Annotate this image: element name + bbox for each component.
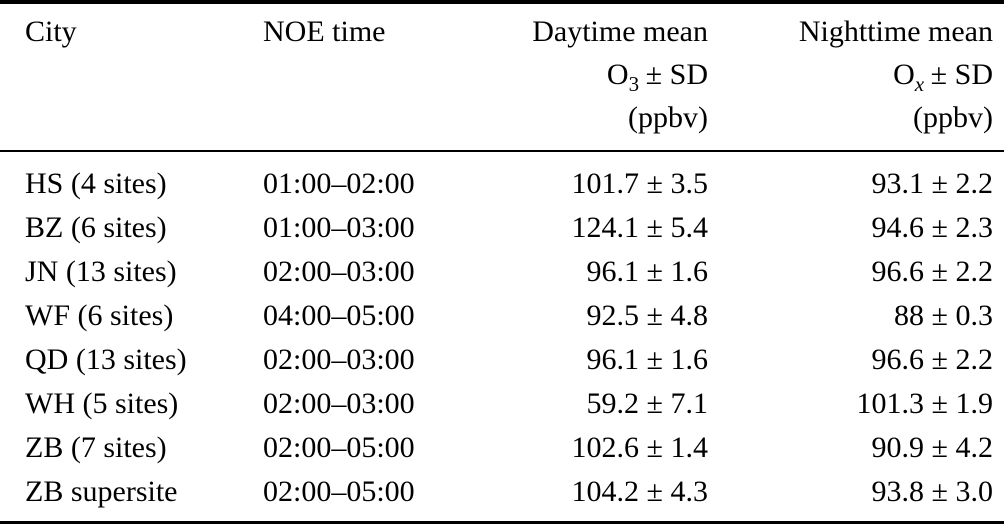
noe-time-cell: 02:00–03:00 <box>263 387 415 420</box>
table-row: HS (4 sites) 01:00–02:00 101.7 ± 3.5 93.… <box>0 151 1004 206</box>
noe-time-cell: 04:00–05:00 <box>263 299 415 332</box>
daytime-mean-cell: 104.2 ± 4.3 <box>571 475 708 508</box>
plus-minus-sd: ± SD <box>930 58 993 91</box>
nighttime-mean-cell: 96.6 ± 2.2 <box>871 343 993 376</box>
city-cell: ZB supersite <box>25 475 178 508</box>
noe-time-cell: 02:00–03:00 <box>263 343 415 376</box>
city-cell: BZ (6 sites) <box>25 211 167 244</box>
nighttime-mean-cell: 101.3 ± 1.9 <box>856 387 993 420</box>
table-row: BZ (6 sites) 01:00–03:00 124.1 ± 5.4 94.… <box>0 206 1004 250</box>
table-header: City NOE time Daytime mean O3 ± SD (ppbv)… <box>0 2 1004 152</box>
table-row: QD (13 sites) 02:00–03:00 96.1 ± 1.6 96.… <box>0 338 1004 382</box>
ozone-symbol: O <box>606 58 629 91</box>
noe-time-cell: 01:00–03:00 <box>263 211 415 244</box>
city-cell: WH (5 sites) <box>25 387 179 420</box>
header-daytime-mean: Daytime mean O3 ± SD (ppbv) <box>470 2 710 152</box>
header-row: City NOE time Daytime mean O3 ± SD (ppbv)… <box>0 2 1004 152</box>
header-city-label: City <box>25 15 77 48</box>
header-nighttime-line2: Ox ± SD <box>711 53 993 96</box>
nighttime-mean-cell: 93.1 ± 2.2 <box>871 167 993 200</box>
noe-time-cell: 02:00–03:00 <box>263 255 415 288</box>
noe-time-cell: 02:00–05:00 <box>263 431 415 464</box>
nighttime-mean-cell: 96.6 ± 2.2 <box>871 255 993 288</box>
city-cell: JN (13 sites) <box>25 255 177 288</box>
noe-time-cell: 01:00–02:00 <box>263 167 415 200</box>
daytime-mean-cell: 102.6 ± 1.4 <box>571 431 708 464</box>
city-cell: QD (13 sites) <box>25 343 187 376</box>
daytime-mean-cell: 124.1 ± 5.4 <box>571 211 708 244</box>
daytime-mean-cell: 101.7 ± 3.5 <box>571 167 708 200</box>
ox-symbol: O <box>893 58 915 91</box>
city-cell: HS (4 sites) <box>25 167 167 200</box>
nighttime-mean-cell: 88 ± 0.3 <box>894 299 993 332</box>
header-noe-time: NOE time <box>240 2 470 152</box>
header-nighttime-line1: Nighttime mean <box>798 15 993 48</box>
ozone-subscript: 3 <box>628 72 640 96</box>
nighttime-mean-cell: 90.9 ± 4.2 <box>871 431 993 464</box>
city-cell: WF (6 sites) <box>25 299 174 332</box>
table-row: JN (13 sites) 02:00–03:00 96.1 ± 1.6 96.… <box>0 250 1004 294</box>
header-daytime-line1: Daytime mean <box>532 15 708 48</box>
nighttime-mean-cell: 94.6 ± 2.3 <box>871 211 993 244</box>
noe-time-cell: 02:00–05:00 <box>263 475 415 508</box>
daytime-mean-cell: 96.1 ± 1.6 <box>586 343 708 376</box>
plus-minus-sd: ± SD <box>645 58 708 91</box>
ox-subscript: x <box>914 72 925 96</box>
header-daytime-unit: (ppbv) <box>628 101 708 134</box>
table-body: HS (4 sites) 01:00–02:00 101.7 ± 3.5 93.… <box>0 151 1004 523</box>
table-row: WF (6 sites) 04:00–05:00 92.5 ± 4.8 88 ±… <box>0 294 1004 338</box>
header-daytime-line2: O3 ± SD <box>471 53 708 96</box>
daytime-mean-cell: 96.1 ± 1.6 <box>586 255 708 288</box>
daytime-mean-cell: 59.2 ± 7.1 <box>586 387 708 420</box>
header-city: City <box>0 2 240 152</box>
table-row: ZB (7 sites) 02:00–05:00 102.6 ± 1.4 90.… <box>0 426 1004 470</box>
daytime-mean-cell: 92.5 ± 4.8 <box>586 299 708 332</box>
header-noe-time-label: NOE time <box>263 15 386 48</box>
nighttime-mean-cell: 93.8 ± 3.0 <box>871 475 993 508</box>
table-row: ZB supersite 02:00–05:00 104.2 ± 4.3 93.… <box>0 470 1004 523</box>
header-nighttime-mean: Nighttime mean Ox ± SD (ppbv) <box>710 2 1004 152</box>
city-cell: ZB (7 sites) <box>25 431 167 464</box>
header-nighttime-unit: (ppbv) <box>913 101 993 134</box>
table-row: WH (5 sites) 02:00–03:00 59.2 ± 7.1 101.… <box>0 382 1004 426</box>
